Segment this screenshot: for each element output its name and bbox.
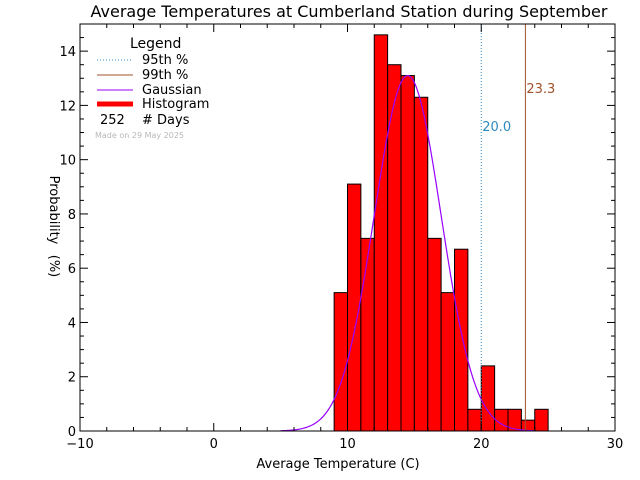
- legend-days-count: 252: [100, 113, 125, 128]
- histogram-bar: [520, 419, 536, 432]
- legend-days-label: # Days: [142, 113, 190, 128]
- plot-area: 20.0 23.3: [280, 24, 555, 432]
- y-axis-unit: (%): [46, 255, 61, 278]
- histogram-bar: [387, 64, 402, 432]
- histogram-bar: [480, 365, 496, 432]
- histogram-bar: [454, 248, 469, 432]
- legend-label: Histogram: [142, 97, 209, 112]
- x-axis-label: Average Temperature (C): [256, 457, 419, 472]
- y-tick-label: 2: [68, 371, 76, 386]
- gaussian-curve: [280, 74, 535, 432]
- y-tick-label: 8: [68, 208, 76, 223]
- histogram-bar: [467, 408, 482, 432]
- x-tick-label: 20: [473, 437, 490, 452]
- y-tick-label: 12: [59, 99, 76, 114]
- histogram-bar: [413, 96, 429, 432]
- x-tick-label: −10: [66, 437, 93, 452]
- histogram-bar: [400, 75, 415, 432]
- y-axis-label: Probability: [46, 176, 61, 245]
- histogram-bar: [360, 237, 375, 432]
- legend-label: 99th %: [142, 68, 188, 83]
- histogram-bar: [427, 237, 442, 432]
- y-tick-label: 4: [68, 316, 76, 331]
- y-tick-label: 14: [59, 45, 76, 60]
- legend-label: Gaussian: [142, 83, 202, 98]
- footnote: Made on 29 May 2025: [95, 131, 184, 140]
- histogram-bar: [333, 292, 348, 432]
- x-tick-label: 30: [607, 437, 624, 452]
- x-tick-label: 0: [210, 437, 218, 452]
- legend-title: Legend: [130, 36, 181, 52]
- percentile-99-label: 23.3: [526, 82, 555, 97]
- y-tick-label: 10: [59, 154, 76, 169]
- y-tick-label: 6: [68, 262, 76, 277]
- y-tick-label: 0: [68, 425, 76, 440]
- percentile-95-label: 20.0: [482, 120, 511, 135]
- x-tick-label: 10: [339, 437, 356, 452]
- histogram-bar: [373, 34, 389, 432]
- histogram-bar: [440, 292, 455, 432]
- histogram-bar: [534, 408, 549, 432]
- chart-title: Average Temperatures at Cumberland Stati…: [91, 2, 608, 21]
- legend-label: 95th %: [142, 53, 188, 68]
